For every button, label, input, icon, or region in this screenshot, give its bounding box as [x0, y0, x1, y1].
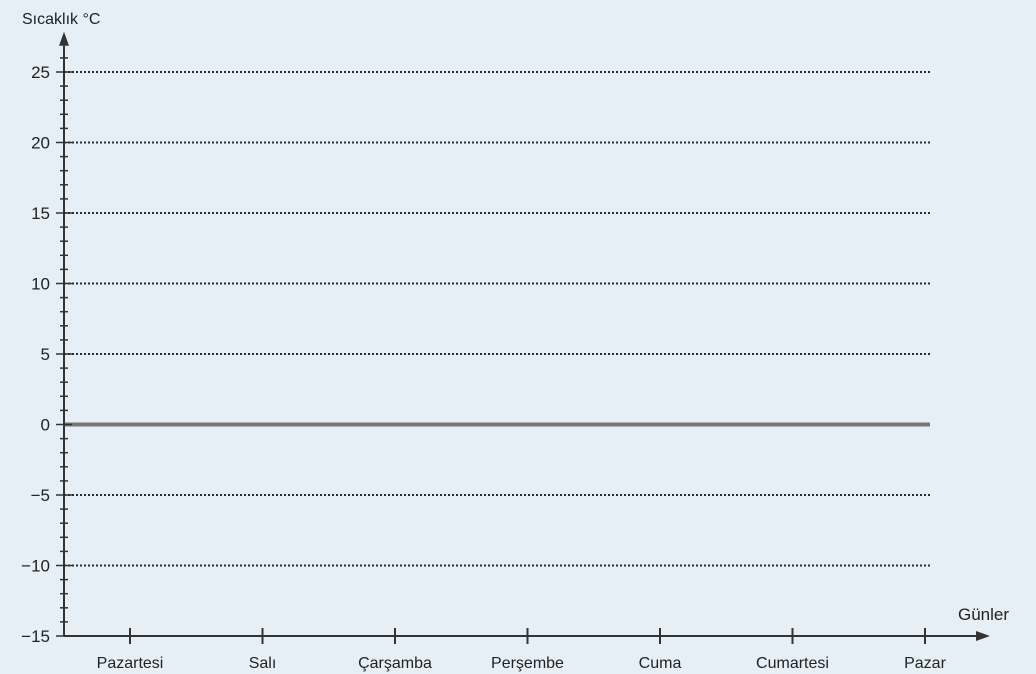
x-tick-label: Cumartesi: [756, 655, 829, 672]
y-axis-title: Sıcaklık °C: [22, 11, 100, 28]
x-axis-title: Günler: [958, 605, 1009, 624]
y-tick-label: 15: [31, 204, 50, 223]
x-tick-label: Pazar: [904, 655, 946, 672]
y-tick-label: 5: [41, 345, 50, 364]
y-tick-label: −10: [21, 557, 50, 576]
x-axis-arrow-icon: [976, 631, 990, 641]
y-axis-arrow-icon: [59, 31, 69, 46]
x-tick-label: Pazartesi: [97, 655, 164, 672]
grid-layer: [64, 71, 930, 567]
y-tick-label: −5: [31, 486, 50, 505]
y-tick-label: 25: [31, 63, 50, 82]
tick-layer: [56, 43, 926, 644]
axis-layer: [59, 31, 990, 641]
label-layer: Sıcaklık °C Günler −15 −10 −5 0 5 10 15 20 25 Paz…: [21, 11, 1009, 672]
x-tick-label: Çarşamba: [358, 655, 432, 672]
x-tick-label: Perşembe: [491, 655, 564, 672]
y-tick-label: 20: [31, 134, 50, 153]
y-tick-label: −15: [21, 627, 50, 646]
x-tick-label: Salı: [249, 655, 277, 672]
y-tick-label: 10: [31, 275, 50, 294]
x-tick-label: Cuma: [639, 655, 682, 672]
y-tick-label: 0: [41, 416, 50, 435]
